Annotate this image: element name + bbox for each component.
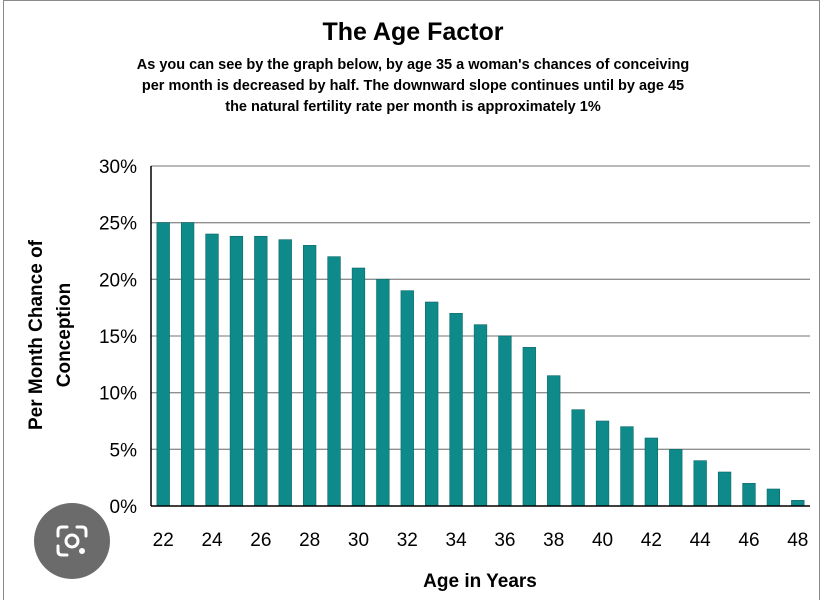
- bar: [620, 426, 634, 507]
- bar: [376, 279, 390, 507]
- y-axis-label-line-1: Per Month Chance of: [26, 239, 47, 430]
- y-tick-label: 30%: [99, 157, 137, 178]
- bar: [303, 245, 317, 507]
- x-axis-label: Age in Years: [423, 571, 537, 592]
- chart-subtitle: As you can see by the graph below, by ag…: [90, 55, 736, 118]
- x-tick-label: 42: [641, 530, 662, 551]
- bar: [571, 409, 585, 507]
- x-tick-label: 38: [543, 530, 564, 551]
- axes: [150, 166, 810, 507]
- bar: [327, 256, 341, 507]
- y-tick-label: 25%: [99, 214, 137, 235]
- x-tick-label: 22: [153, 530, 174, 551]
- y-axis-label-line-2: Conception: [54, 283, 75, 388]
- x-tick-label: 24: [201, 530, 223, 551]
- y-tick-label: 5%: [110, 440, 138, 461]
- x-tick-label: 30: [348, 530, 369, 551]
- x-tick-label: 26: [250, 530, 271, 551]
- bar: [473, 324, 488, 507]
- bar: [449, 313, 463, 507]
- y-tick-labels: 0% 5% 10% 15% 20% 25% 30%: [99, 157, 137, 518]
- x-tick-labels: 22 24 26 28 30 32 34 36 38 40 42 44 46 48: [153, 530, 809, 551]
- bar: [498, 335, 512, 507]
- y-tick-label: 20%: [99, 270, 137, 291]
- bar: [229, 235, 244, 507]
- bar: [400, 290, 414, 507]
- bar: [522, 347, 536, 507]
- bar: [669, 449, 683, 507]
- y-tick-label: 10%: [99, 384, 137, 405]
- bar: [766, 488, 781, 507]
- x-tick-label: 32: [397, 530, 418, 551]
- x-tick-label: 28: [299, 530, 320, 551]
- x-tick-label: 44: [690, 530, 712, 551]
- x-tick-label: 40: [592, 530, 613, 551]
- bar: [351, 267, 366, 507]
- bar: [425, 301, 439, 507]
- bar: [742, 483, 756, 507]
- bar: [278, 239, 292, 507]
- chart-title: The Age Factor: [322, 18, 504, 46]
- bar: [644, 437, 658, 507]
- x-tick-label: 48: [787, 530, 808, 551]
- x-tick-label: 46: [738, 530, 759, 551]
- bar: [156, 222, 170, 507]
- bar: [693, 460, 707, 507]
- x-tick-label: 36: [494, 530, 515, 551]
- lens-search-icon: [56, 525, 88, 557]
- bar: [205, 233, 219, 507]
- y-axis-label: Per Month Chance of Conception: [26, 239, 75, 430]
- lens-search-button[interactable]: [34, 503, 110, 579]
- x-tick-label: 34: [446, 530, 468, 551]
- subtitle-line-2: per month is decreased by half. The down…: [141, 78, 685, 94]
- bars: [156, 222, 805, 507]
- y-tick-label: 15%: [99, 327, 137, 348]
- bar: [791, 500, 805, 507]
- bar: [717, 471, 732, 507]
- bar: [595, 420, 610, 507]
- bar: [254, 235, 268, 507]
- bar: [547, 375, 561, 507]
- y-tick-label: 0%: [110, 497, 138, 518]
- subtitle-line-1: As you can see by the graph below, by ag…: [136, 57, 690, 73]
- bar: [180, 222, 195, 507]
- subtitle-line-3: the natural fertility rate per month is …: [225, 99, 601, 115]
